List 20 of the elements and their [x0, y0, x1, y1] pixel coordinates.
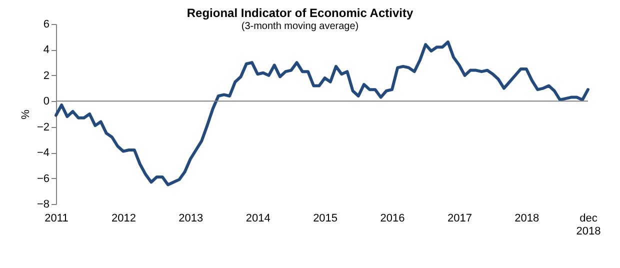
chart-title: Regional Indicator of Economic Activity — [186, 6, 414, 20]
chart-subtitle: (3-month moving average) — [241, 21, 359, 32]
x-tick-label: 2017 — [447, 212, 472, 224]
x-tick-label: 2016 — [380, 212, 405, 224]
y-axis-title: % — [20, 109, 32, 120]
y-tick-label: −4 — [36, 147, 50, 160]
x-tick-label: 2013 — [178, 212, 204, 224]
y-tick-label: 6 — [43, 18, 50, 30]
x-tick-label: 2018 — [514, 212, 540, 224]
x-tick-label: 2012 — [111, 212, 136, 224]
y-tick-label: 0 — [43, 96, 50, 108]
y-tick-label: 4 — [43, 44, 50, 56]
y-tick-label: −8 — [36, 198, 50, 210]
y-tick-label: −6 — [36, 172, 50, 185]
x-tick-label: dec 2018 — [576, 212, 601, 238]
x-tick-label: 2011 — [44, 212, 68, 224]
x-tick-label: 2015 — [313, 212, 338, 224]
x-tick-label: 2014 — [246, 212, 270, 224]
y-tick-label: −2 — [36, 121, 50, 134]
y-tick-label: 2 — [43, 70, 50, 82]
